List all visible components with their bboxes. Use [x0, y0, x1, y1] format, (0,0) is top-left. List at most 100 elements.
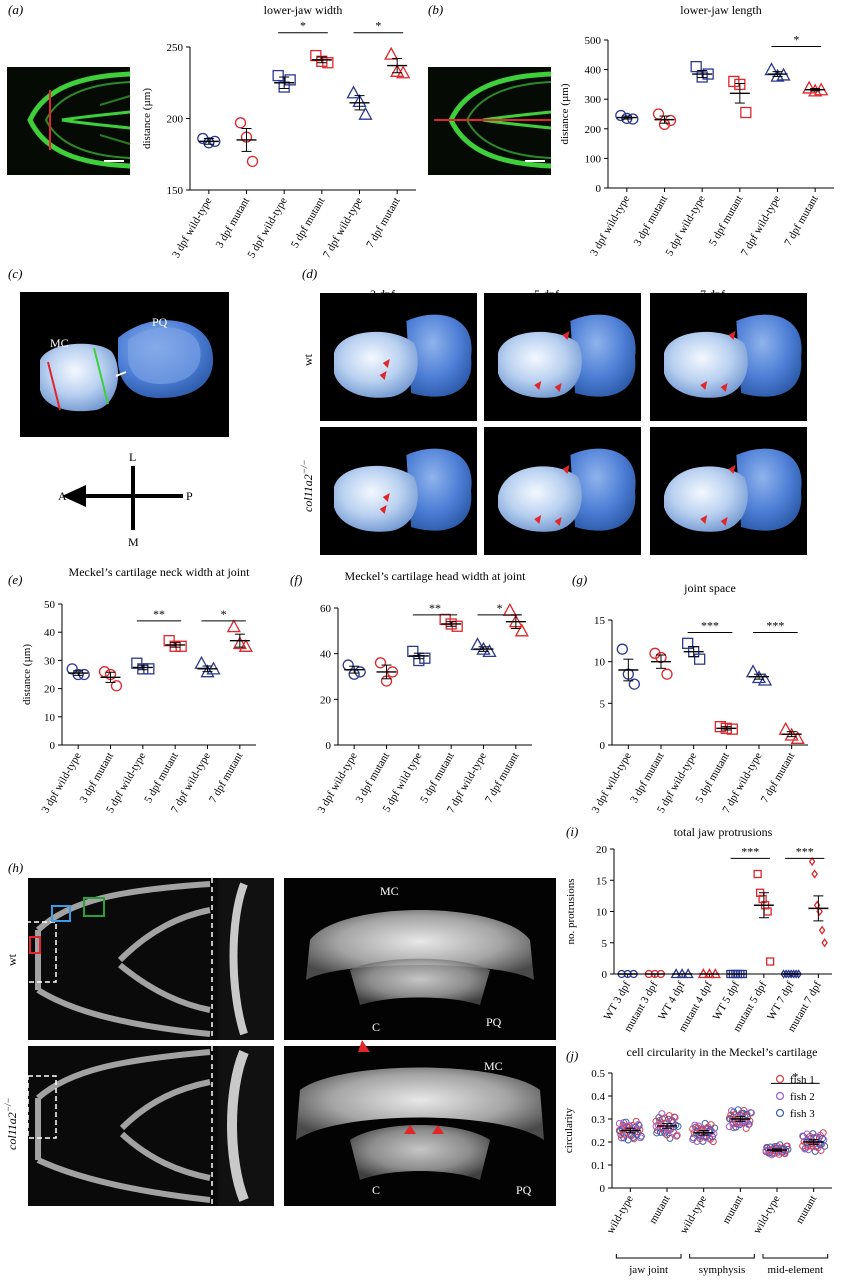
- mc-label-top: MC: [380, 884, 399, 898]
- data-point: [780, 969, 787, 979]
- y-tick-label: 400: [585, 65, 602, 77]
- protrusion-arrow-icon: [554, 517, 562, 526]
- data-point: [620, 1134, 628, 1142]
- pq-element: [736, 314, 802, 397]
- significance-label: ***: [741, 844, 759, 858]
- data-point: [690, 60, 702, 73]
- mc-label-bottom: MC: [484, 1059, 503, 1073]
- y-tick-label: 200: [167, 114, 184, 126]
- axis-m-label: M: [128, 535, 139, 549]
- data-point: [342, 659, 354, 671]
- panel-label-d: (d): [302, 266, 317, 281]
- protrusion-arrow-icon: [534, 381, 542, 390]
- data-point: [790, 969, 797, 979]
- chart-title: joint space: [683, 581, 736, 595]
- data-point: [725, 1123, 733, 1131]
- x-tick-label: 7 dpf mutant: [483, 751, 522, 806]
- data-point: [730, 1108, 738, 1116]
- render-cell: [650, 427, 807, 555]
- data-point: [175, 640, 187, 652]
- data-point: [672, 1121, 680, 1129]
- y-axis-label: circularity: [563, 1107, 575, 1153]
- y-tick-label: 0.1: [591, 1160, 605, 1172]
- y-tick-label: 10: [44, 712, 56, 724]
- chart-title: lower-jaw length: [680, 3, 761, 17]
- data-point: [203, 137, 215, 149]
- joint-3d-grid: [320, 293, 807, 555]
- data-point: [656, 1128, 664, 1136]
- protrusion-arrow-icon: [720, 383, 728, 392]
- chart-b: lower-jaw length 0 100 200 300 400 500 distance…: [559, 3, 834, 258]
- data-point: [666, 1134, 674, 1142]
- group-bracket-label: symphysis: [699, 1264, 745, 1276]
- mc-element: [334, 465, 418, 532]
- data-point: [758, 894, 767, 904]
- panel-label-i: (i): [566, 824, 578, 839]
- row-label-wt: wt: [5, 953, 19, 966]
- x-tick-label: 7 dpf mutant: [759, 751, 798, 806]
- jaw-width-image: [7, 67, 131, 175]
- axis-l-label: L: [129, 450, 136, 464]
- render-cell: [320, 427, 477, 555]
- render-cell: [650, 293, 807, 421]
- protrusion-arrow-icon: [554, 383, 562, 392]
- x-tick-label: 7 dpf mutant: [207, 751, 246, 806]
- x-tick-label: 7 dpf mutant: [364, 196, 403, 251]
- protrusion-arrow-icon: [379, 371, 387, 380]
- pq-element: [570, 448, 636, 531]
- y-tick-label: 10: [594, 657, 606, 669]
- panel-label-c: (c): [8, 266, 22, 281]
- significance-label: ***: [766, 619, 784, 633]
- panel-label-g: (g): [572, 572, 587, 587]
- data-point: [652, 108, 665, 120]
- protrusion-arrow-icon: [562, 331, 570, 340]
- data-point: [787, 969, 795, 979]
- data-point: [616, 643, 628, 655]
- protrusion-arrow-icon: [562, 465, 570, 474]
- group-bracket: [689, 1254, 755, 1259]
- joint-3d-render: MC PQ: [20, 292, 229, 437]
- data-point: [753, 869, 762, 879]
- protrusion-arrow-icon: [379, 505, 387, 514]
- protrusion-arrow-icon: [720, 517, 728, 526]
- y-tick-label: 250: [167, 42, 184, 54]
- pq-element: [736, 448, 802, 531]
- data-point: [673, 1132, 681, 1140]
- data-point: [739, 1109, 747, 1117]
- data-point: [246, 155, 259, 168]
- data-point: [634, 1120, 642, 1128]
- x-tick-label: 3 dpf wild-type: [315, 750, 359, 815]
- data-point: [649, 647, 661, 659]
- data-point: [782, 969, 790, 979]
- data-point: [310, 49, 322, 62]
- data-point: [744, 1120, 752, 1128]
- y-tick-label: 5: [602, 938, 608, 950]
- data-point: [661, 668, 673, 680]
- chart-f: Meckel’s cartilage head width at joint 0 2…: [315, 569, 532, 815]
- data-point: [726, 723, 738, 735]
- y-tick-label: 40: [44, 627, 56, 639]
- data-point: [653, 1129, 661, 1137]
- chart-j: cell circularity in the Meckel’s cartila…: [563, 1045, 832, 1276]
- significance-label: *: [792, 1069, 798, 1083]
- x-tick-label: 3 dpf mutant: [632, 194, 671, 249]
- y-tick-label: 0: [326, 740, 332, 752]
- data-point: [621, 112, 633, 125]
- joint-space-line: [115, 371, 127, 377]
- data-point: [820, 1136, 828, 1144]
- data-point: [795, 969, 802, 979]
- data-point: [284, 74, 296, 86]
- data-point: [802, 80, 817, 94]
- data-point: [821, 938, 828, 948]
- group-bracket-label: mid-element: [768, 1264, 824, 1276]
- arrow-anterior-icon: [62, 485, 86, 507]
- x-tick-label: 3 dpf wild-type: [39, 750, 83, 815]
- data-point: [730, 1111, 738, 1119]
- panel-label-a: (a): [8, 2, 23, 17]
- y-tick-label: 15: [594, 615, 606, 627]
- pq-element: [570, 314, 636, 397]
- legend-marker: [775, 1108, 785, 1118]
- pq-label-bottom: PQ: [516, 1183, 532, 1197]
- chart-i: total jaw protrusions 0 5 10 15 20 no. protrus…: [565, 825, 832, 1034]
